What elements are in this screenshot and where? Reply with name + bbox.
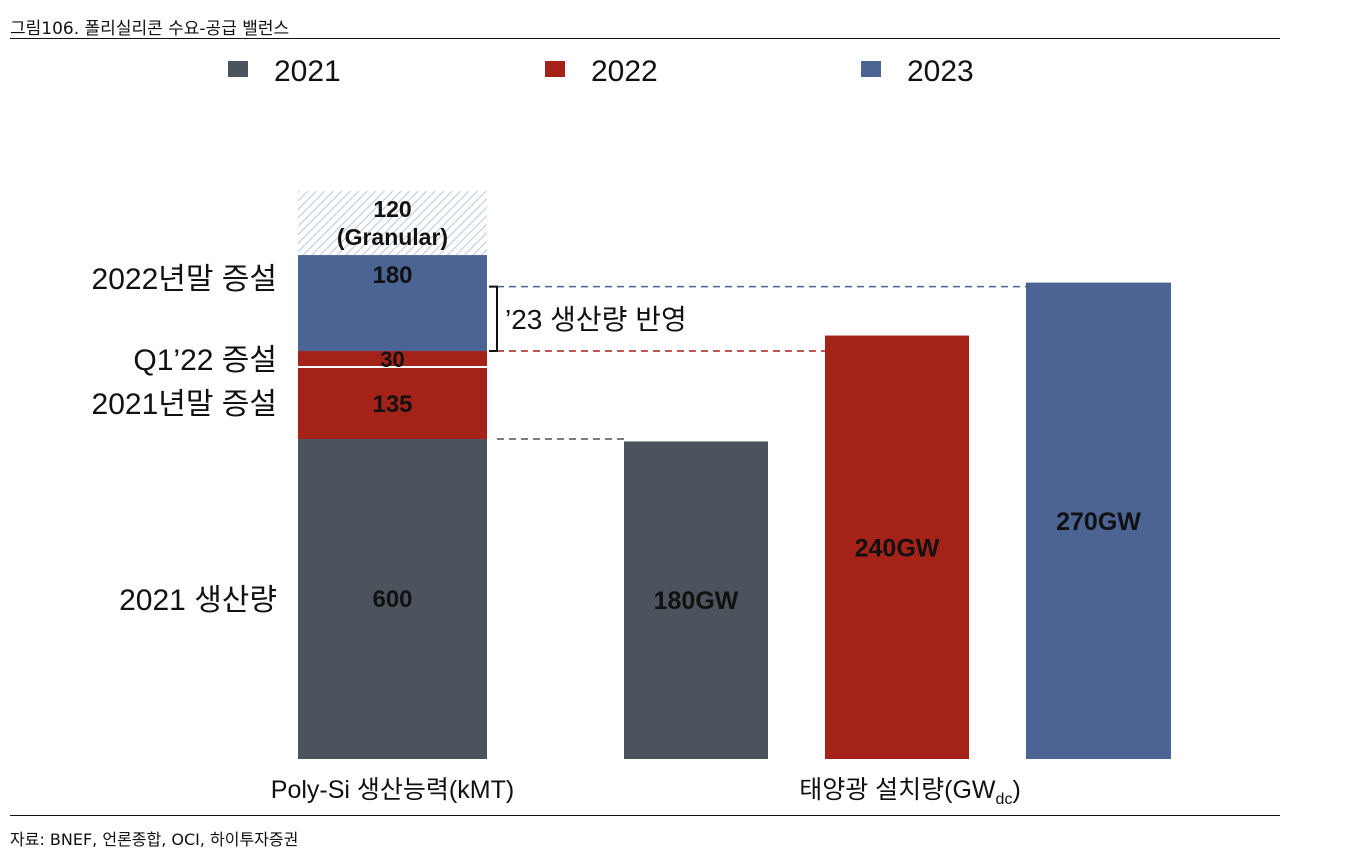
solar-value-2021: 180GW	[654, 587, 739, 615]
solar-value-2022: 240GW	[855, 534, 940, 562]
value-label-120: 120	[373, 196, 411, 222]
legend-swatch-2023	[861, 61, 881, 77]
bracket-annotation: ’23 생산량 반영	[505, 304, 687, 335]
legend-label-2022: 2022	[591, 55, 658, 88]
value-label-granular: (Granular)	[337, 224, 448, 250]
legend-swatch-2022	[545, 61, 565, 77]
figure-title: 그림106. 폴리실리콘 수요-공급 밸런스	[10, 19, 290, 39]
legend-label-2021: 2021	[274, 55, 341, 88]
legend-label-2023: 2023	[907, 55, 974, 88]
stack-segment-600	[298, 439, 487, 759]
solar-bar-2023	[1026, 282, 1171, 759]
stack-segment-135	[298, 367, 487, 440]
chart-legend: 2021 2022 2023	[228, 55, 974, 88]
solar-bar-2021	[624, 441, 768, 759]
legend-swatch-2021	[228, 61, 248, 77]
annotation-q1-22: Q1’22 증설	[133, 344, 277, 377]
source-rule	[10, 815, 1280, 816]
stack-segment-120	[298, 191, 487, 256]
connector-lines: ’23 생산량 반영	[489, 285, 1026, 440]
stack-segment-180	[298, 255, 487, 352]
annotation-2022-year-end: 2022년말 증설	[92, 263, 277, 296]
value-label-135: 135	[372, 391, 412, 418]
annotation-2021-year-end: 2021년말 증설	[92, 388, 277, 421]
solar-value-2023: 270GW	[1056, 508, 1141, 536]
category-label-solar: 태양광 설치량(GWdc)	[799, 776, 1021, 808]
polysi-capacity-stack: 600 135 30 180 120(Granular)	[298, 191, 487, 759]
polysilicon-balance-chart: 2021 2022 2023 600 135 30 180 120(Granular) 18…	[92, 55, 1171, 808]
solar-bar-2022	[825, 335, 969, 759]
value-label-30: 30	[380, 347, 404, 372]
value-label-600: 600	[372, 586, 412, 613]
category-label-polysi: Poly-Si 생산능력(kMT)	[271, 776, 514, 804]
bracket	[489, 285, 498, 353]
source-note: 자료: BNEF, 언론종합, OCI, 하이투자증권	[10, 830, 299, 849]
value-label-180: 180	[372, 262, 412, 289]
category-labels: Poly-Si 생산능력(kMT) 태양광 설치량(GWdc)	[271, 776, 1021, 808]
left-annotations: 2021 생산량 2021년말 증설 Q1’22 증설 2022년말 증설	[92, 263, 277, 617]
stack-segment-30	[298, 351, 487, 368]
solar-installation-bars: 180GW 240GW 270GW	[624, 282, 1171, 759]
annotation-2021-production: 2021 생산량	[119, 584, 277, 617]
title-rule	[10, 38, 1280, 39]
